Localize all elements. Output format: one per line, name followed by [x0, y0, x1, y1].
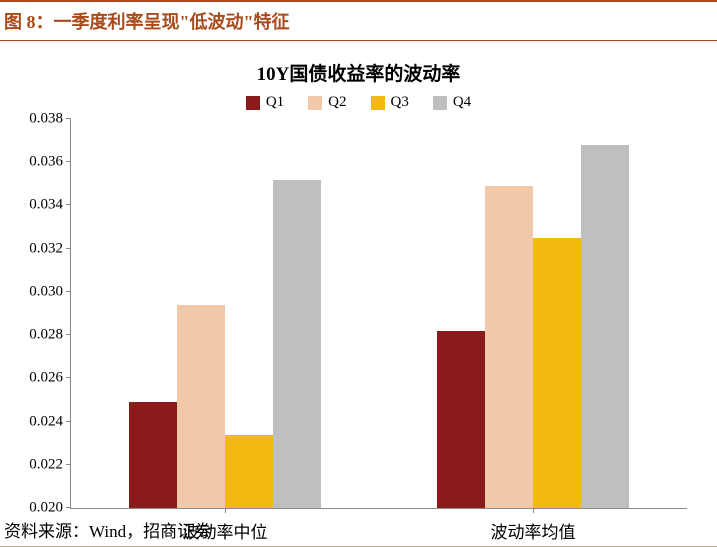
- bar-groups: 波动率中位波动率均值: [71, 119, 687, 508]
- bar: [177, 305, 225, 508]
- bar: [485, 186, 533, 508]
- figure-container: 图 8：一季度利率呈现"低波动"特征 10Y国债收益率的波动率 Q1 Q2 Q3…: [0, 0, 717, 545]
- bar: [437, 331, 485, 508]
- y-tick-mark: [66, 421, 71, 422]
- legend: Q1 Q2 Q3 Q4: [20, 90, 697, 119]
- y-tick-label: 0.022: [29, 456, 71, 473]
- legend-swatch: [433, 96, 447, 110]
- legend-label: Q4: [453, 94, 471, 111]
- legend-swatch: [308, 96, 322, 110]
- y-tick-label: 0.028: [29, 327, 71, 344]
- x-tick-mark: [225, 508, 226, 513]
- y-tick-mark: [66, 377, 71, 378]
- y-tick-label: 0.032: [29, 240, 71, 257]
- y-tick-mark: [66, 464, 71, 465]
- legend-label: Q2: [328, 94, 346, 111]
- y-tick-label: 0.034: [29, 197, 71, 214]
- x-tick-mark: [533, 508, 534, 513]
- legend-label: Q3: [391, 94, 409, 111]
- legend-swatch: [246, 96, 260, 110]
- legend-label: Q1: [266, 94, 284, 111]
- y-tick-mark: [66, 204, 71, 205]
- chart-area: 10Y国债收益率的波动率 Q1 Q2 Q3 Q4 波动率中位波动率均值 0.02…: [0, 41, 717, 509]
- x-category-label: 波动率中位: [71, 508, 379, 543]
- legend-item-q4: Q4: [433, 94, 471, 111]
- figure-caption-bar: 图 8：一季度利率呈现"低波动"特征: [0, 0, 717, 41]
- y-tick-label: 0.038: [29, 111, 71, 128]
- x-category-label: 波动率均值: [379, 508, 687, 543]
- bar-group: 波动率均值: [379, 119, 687, 508]
- y-tick-label: 0.030: [29, 283, 71, 300]
- legend-item-q1: Q1: [246, 94, 284, 111]
- legend-swatch: [371, 96, 385, 110]
- y-tick-mark: [66, 334, 71, 335]
- plot-area: 波动率中位波动率均值 0.0200.0220.0240.0260.0280.03…: [70, 119, 687, 509]
- y-tick-mark: [66, 507, 71, 508]
- bar: [581, 145, 629, 508]
- bar-group: 波动率中位: [71, 119, 379, 508]
- y-tick-mark: [66, 118, 71, 119]
- bar: [273, 180, 321, 508]
- y-tick-mark: [66, 291, 71, 292]
- y-tick-label: 0.036: [29, 154, 71, 171]
- y-tick-mark: [66, 248, 71, 249]
- y-tick-label: 0.020: [29, 500, 71, 517]
- bar: [129, 402, 177, 508]
- y-tick-mark: [66, 161, 71, 162]
- chart-title: 10Y国债收益率的波动率: [20, 51, 697, 90]
- y-tick-label: 0.026: [29, 370, 71, 387]
- legend-item-q2: Q2: [308, 94, 346, 111]
- bar: [533, 238, 581, 508]
- bar: [225, 435, 273, 508]
- figure-caption: 图 8：一季度利率呈现"低波动"特征: [4, 12, 290, 32]
- y-tick-label: 0.024: [29, 413, 71, 430]
- legend-item-q3: Q3: [371, 94, 409, 111]
